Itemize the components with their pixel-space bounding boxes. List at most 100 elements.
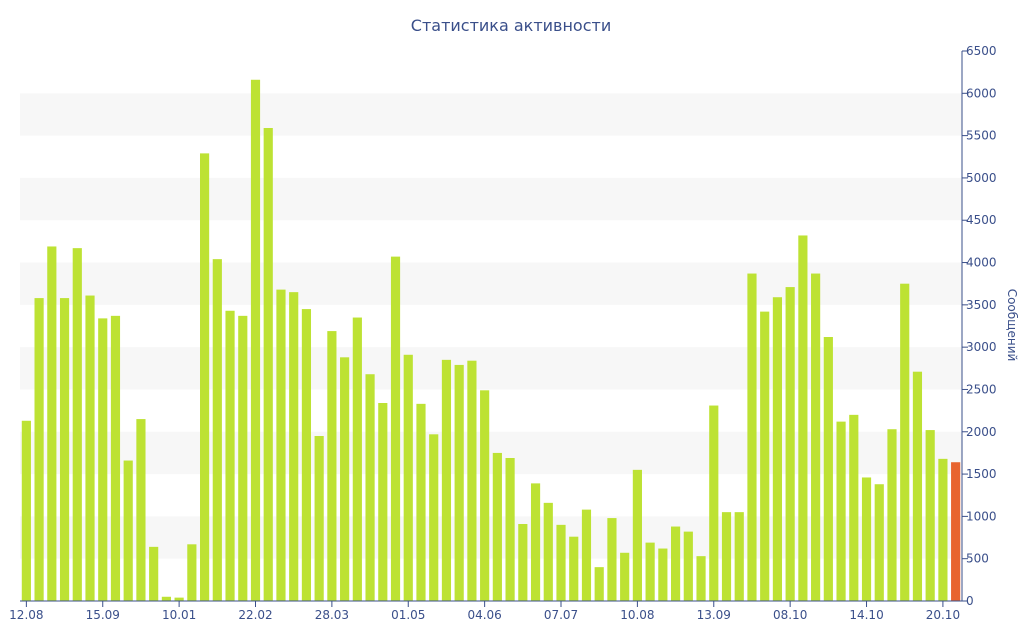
bar[interactable]	[861, 477, 872, 601]
bar[interactable]	[110, 315, 121, 601]
y-axis-ticks: 0 500 1000 1500 2000 2500 3000 3500 4000 4500 5000…	[962, 44, 997, 608]
bar[interactable]	[543, 502, 553, 601]
bar[interactable]	[340, 357, 350, 601]
bar[interactable]	[709, 405, 719, 601]
x-tick-label: 04.06	[467, 608, 501, 622]
y-axis-label: Сообщений	[1005, 289, 1019, 362]
y-tick-label: 0	[966, 594, 974, 608]
bar[interactable]	[47, 246, 57, 601]
y-tick-label: 2000	[966, 425, 997, 439]
y-tick-label: 1500	[966, 467, 997, 481]
bar[interactable]	[760, 311, 770, 601]
bar[interactable]	[480, 390, 490, 601]
bar[interactable]	[149, 546, 159, 601]
bar[interactable]	[696, 556, 706, 601]
bar[interactable]	[174, 597, 184, 601]
bar[interactable]	[327, 331, 337, 601]
y-tick-label: 500	[966, 552, 989, 566]
bar[interactable]	[378, 403, 388, 601]
y-tick-label: 3500	[966, 298, 997, 312]
bar[interactable]	[721, 512, 732, 601]
bar[interactable]	[72, 248, 82, 601]
bar[interactable]	[798, 235, 808, 601]
bar[interactable]	[518, 524, 528, 601]
bar[interactable]	[352, 317, 362, 601]
bar[interactable]	[772, 297, 783, 601]
bar[interactable]	[390, 256, 401, 601]
bar[interactable]	[98, 318, 108, 601]
bar[interactable]	[238, 315, 248, 601]
y-tick-label: 5000	[966, 171, 997, 185]
bar[interactable]	[365, 374, 375, 601]
bar[interactable]	[454, 364, 464, 601]
bar[interactable]	[620, 552, 630, 601]
bar[interactable]	[492, 452, 502, 601]
bar[interactable]	[938, 458, 948, 601]
y-tick-label: 4000	[966, 256, 997, 270]
y-tick-label: 5500	[966, 129, 997, 143]
bar-current[interactable]	[951, 462, 961, 601]
bar[interactable]	[403, 354, 413, 601]
x-tick-label: 07.07	[544, 608, 578, 622]
bar[interactable]	[734, 512, 744, 601]
bar[interactable]	[747, 273, 757, 601]
bar[interactable]	[85, 295, 95, 601]
x-tick-label: 08.10	[773, 608, 807, 622]
grid-bands	[20, 93, 962, 559]
bar[interactable]	[301, 309, 312, 601]
bar[interactable]	[811, 273, 821, 601]
bar[interactable]	[225, 310, 235, 601]
bar[interactable]	[607, 518, 617, 601]
bar[interactable]	[569, 536, 579, 601]
bar[interactable]	[263, 128, 273, 601]
bar[interactable]	[289, 292, 299, 601]
bar[interactable]	[200, 153, 210, 601]
y-tick-label: 1000	[966, 509, 997, 523]
bar[interactable]	[34, 298, 44, 601]
bar[interactable]	[556, 524, 566, 601]
x-tick-label: 01.05	[391, 608, 425, 622]
bar[interactable]	[645, 542, 655, 601]
bar[interactable]	[581, 509, 592, 601]
bar[interactable]	[874, 484, 884, 601]
y-tick-label: 6000	[966, 86, 997, 100]
bar[interactable]	[467, 360, 477, 601]
bar[interactable]	[416, 403, 426, 601]
x-tick-label: 28.03	[315, 608, 349, 622]
grid-band	[20, 516, 962, 559]
bar[interactable]	[429, 434, 439, 601]
bar[interactable]	[21, 420, 31, 601]
bar[interactable]	[594, 567, 604, 601]
bar[interactable]	[123, 460, 133, 601]
x-tick-label: 15.09	[86, 608, 120, 622]
bar[interactable]	[836, 421, 846, 601]
bar[interactable]	[823, 337, 833, 601]
bar[interactable]	[250, 79, 261, 601]
bar[interactable]	[136, 419, 146, 601]
grid-band	[20, 262, 962, 305]
y-tick-label: 6500	[966, 44, 997, 58]
bar[interactable]	[161, 596, 171, 601]
x-tick-label: 13.09	[697, 608, 731, 622]
x-axis-ticks: 12.08 15.09 10.01 22.02 28.03 01.05 04.06 07.07…	[9, 601, 960, 622]
bar[interactable]	[632, 469, 642, 601]
bar[interactable]	[671, 526, 681, 601]
bar[interactable]	[887, 429, 897, 601]
bar[interactable]	[314, 436, 324, 601]
bar[interactable]	[912, 371, 923, 601]
bar[interactable]	[925, 430, 935, 601]
bar[interactable]	[849, 414, 859, 601]
bar[interactable]	[441, 359, 452, 601]
bar[interactable]	[187, 544, 197, 601]
bar[interactable]	[683, 531, 693, 601]
bar[interactable]	[276, 289, 286, 601]
bar[interactable]	[505, 458, 515, 601]
bar[interactable]	[900, 283, 910, 601]
bar[interactable]	[530, 483, 541, 601]
bar[interactable]	[785, 287, 795, 601]
y-tick-label: 4500	[966, 213, 997, 227]
bar[interactable]	[658, 548, 668, 601]
y-tick-label: 3000	[966, 340, 997, 354]
bar[interactable]	[212, 259, 222, 601]
bar[interactable]	[59, 298, 70, 601]
